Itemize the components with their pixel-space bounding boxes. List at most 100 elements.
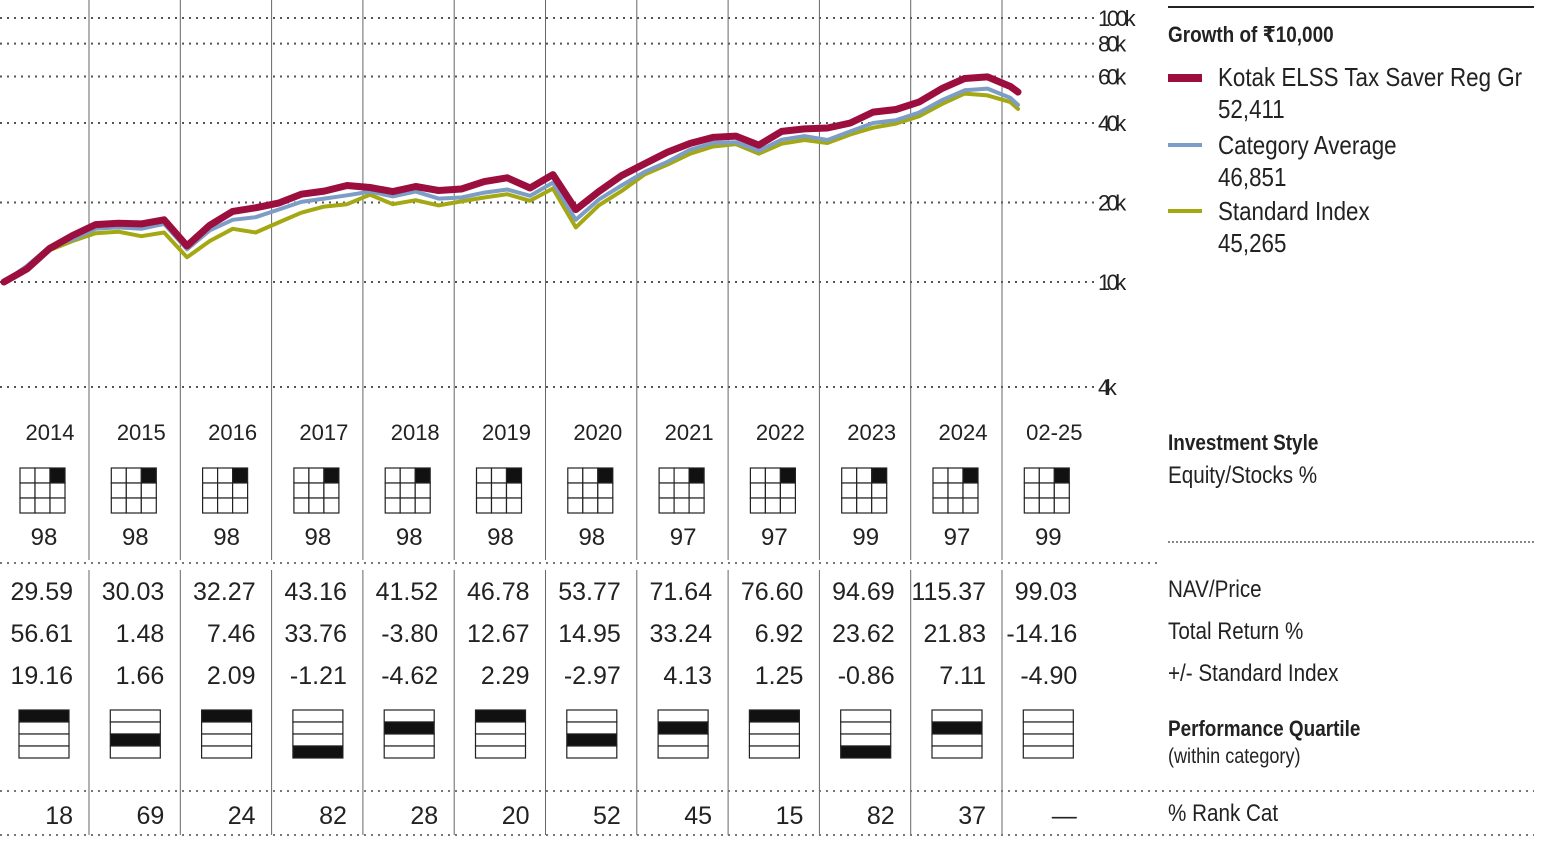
style-cell [841,497,858,514]
quartile-cell [109,721,161,735]
quartile-box [201,709,253,759]
style-cell [19,497,36,514]
style-cell [202,482,219,499]
style-box [475,467,523,514]
style-cell [323,497,340,514]
style-cell [110,467,127,484]
plus-minus-value: 1.66 [116,662,165,690]
style-cell [749,467,767,484]
style-cell [764,482,782,499]
total-return-value: 1.48 [116,620,165,648]
quartile-cell [474,721,527,735]
total-return-value: 7.46 [207,620,256,648]
equity-stocks-label: Equity/Stocks % [1168,462,1318,489]
style-cell-active [49,467,66,484]
style-cell [567,467,584,484]
quartile-cell [931,745,983,759]
plus-minus-value: -1.21 [290,662,347,690]
nav-price-value: 94.69 [832,578,895,606]
quartile-cell [657,745,709,759]
nav-price-value: 99.03 [1015,578,1078,606]
style-cell [19,467,36,484]
nav-price-value: 43.16 [284,578,347,606]
total-return-value: 56.61 [10,620,73,648]
plus-minus-value: -2.97 [564,662,621,690]
quartile-cell-active [657,721,709,735]
legend-value-index: 45,265 [1218,228,1287,258]
nav-price-value: 41.52 [376,578,439,606]
style-cell [749,482,767,499]
rank-cat-label: % Rank Cat [1168,800,1279,827]
quartile-cell [201,721,253,735]
quartile-cell-active [18,709,70,723]
plus-minus-value: 2.29 [481,662,530,690]
quartile-box [748,709,801,759]
style-cell [475,467,493,484]
y-tick-4k: 4k [1098,375,1118,400]
quartile-cell [383,733,435,747]
quartile-box [18,709,70,759]
style-cell [597,482,614,499]
quartile-cell [109,745,161,759]
equity-pct-value: 98 [122,524,149,551]
quartile-cell [201,745,253,759]
nav-price-value: 32.27 [193,578,256,606]
style-cell [658,482,675,499]
quartile-cell-active [931,721,983,735]
style-cell-active [323,467,340,484]
style-cell-active [140,467,157,484]
style-cell [567,497,584,514]
style-cell [308,497,325,514]
style-box [932,467,979,514]
quartile-cell [474,745,527,759]
nav-price-value: 30.03 [102,578,165,606]
quartile-cell [292,709,344,723]
rank-cat-value: 18 [45,802,73,830]
style-cell [764,497,782,514]
year-label: 2019 [482,420,531,445]
legend-swatch-index [1168,209,1202,213]
equity-pct-value: 98 [305,524,332,551]
style-cell [947,467,964,484]
quartile-cell [109,709,161,723]
style-cell [1023,482,1040,499]
within-category-label: (within category) [1168,745,1301,768]
horizontal-gridlines [0,17,1095,388]
style-cell [1038,482,1055,499]
rank-cat-value: — [1052,802,1077,830]
style-box [110,467,157,514]
legend-swatch-category [1168,143,1202,147]
quartile-cell [474,733,527,747]
style-cell [217,497,234,514]
y-tick-20k: 20k [1098,191,1127,216]
quartile-cell [657,709,709,723]
style-cell [841,482,858,499]
quartile-cell [748,745,801,759]
plus-minus-value: 1.25 [755,662,804,690]
rank-cat-value: 45 [684,802,712,830]
quartile-cell-active [383,721,435,735]
quartile-cell [383,709,435,723]
style-cell-active [871,467,888,484]
quartile-cell [566,709,618,723]
quartile-box [292,709,344,759]
rank-cat-value: 15 [776,802,804,830]
quartile-cell [18,745,70,759]
equity-pct-value: 97 [761,524,788,551]
style-cell [779,482,797,499]
quartile-cell [1022,745,1074,759]
y-tick-10k: 10k [1098,270,1127,295]
style-box [841,467,888,514]
style-cell [399,497,416,514]
nav-price-value: 46.78 [467,578,530,606]
style-cell [947,497,964,514]
panel-dotted-rule-1 [1168,541,1534,543]
rank-cat-value: 20 [502,802,530,830]
standard-index-line [2,91,1020,284]
style-cell [384,497,401,514]
style-cell [962,482,979,499]
equity-pct-value: 97 [944,524,971,551]
style-cell [49,497,66,514]
style-cell [475,482,493,499]
total-return-value: 23.62 [832,620,895,648]
